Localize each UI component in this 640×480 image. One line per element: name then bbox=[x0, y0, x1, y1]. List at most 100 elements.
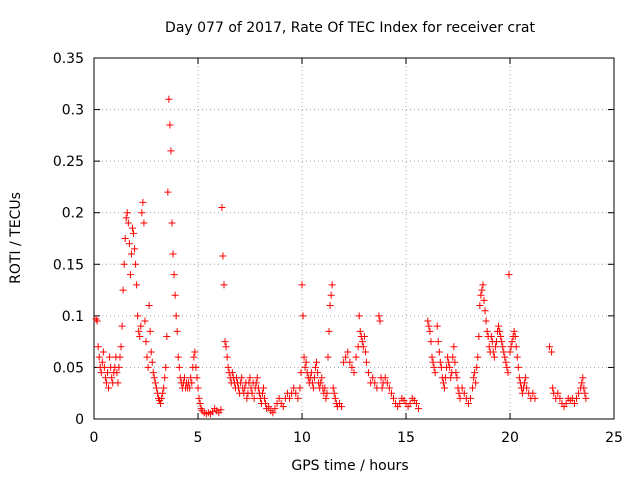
data-point bbox=[250, 394, 258, 402]
data-point bbox=[358, 338, 366, 346]
data-point bbox=[148, 358, 156, 366]
data-point bbox=[165, 95, 173, 103]
data-point bbox=[440, 384, 448, 392]
data-point bbox=[196, 400, 204, 408]
data-point bbox=[95, 353, 103, 361]
data-point bbox=[503, 363, 511, 371]
data-point bbox=[127, 250, 135, 258]
data-point bbox=[480, 296, 488, 304]
data-point bbox=[146, 327, 154, 335]
data-point bbox=[355, 312, 363, 320]
y-tick-label: 0.3 bbox=[62, 103, 84, 119]
data-point bbox=[497, 332, 505, 340]
data-point bbox=[449, 353, 457, 361]
data-point bbox=[174, 353, 182, 361]
data-point bbox=[385, 384, 393, 392]
data-point bbox=[314, 369, 322, 377]
data-point bbox=[464, 400, 472, 408]
data-point bbox=[159, 389, 167, 397]
data-point bbox=[521, 379, 529, 387]
data-point bbox=[452, 369, 460, 377]
data-point bbox=[243, 394, 251, 402]
data-point bbox=[222, 343, 230, 351]
data-point bbox=[122, 214, 130, 222]
data-point bbox=[387, 389, 395, 397]
data-point bbox=[396, 400, 404, 408]
data-point bbox=[515, 374, 523, 382]
data-point bbox=[529, 389, 537, 397]
data-point bbox=[431, 369, 439, 377]
data-point bbox=[356, 327, 364, 335]
data-point bbox=[115, 363, 123, 371]
data-point bbox=[522, 374, 530, 382]
data-point bbox=[142, 338, 150, 346]
data-point bbox=[502, 358, 510, 366]
data-point bbox=[549, 384, 557, 392]
data-point bbox=[260, 384, 268, 392]
data-point bbox=[344, 348, 352, 356]
data-point bbox=[434, 338, 442, 346]
data-point bbox=[340, 358, 348, 366]
data-point bbox=[466, 394, 474, 402]
data-point bbox=[261, 394, 269, 402]
data-point bbox=[490, 353, 498, 361]
data-point bbox=[475, 332, 483, 340]
data-point bbox=[426, 327, 434, 335]
data-point bbox=[167, 147, 175, 155]
data-point bbox=[447, 374, 455, 382]
data-point bbox=[228, 369, 236, 377]
data-point bbox=[262, 400, 270, 408]
y-tick-labels: 0 0.05 0.1 0.15 0.2 0.25 0.3 0.35 bbox=[53, 51, 84, 428]
data-point bbox=[482, 317, 490, 325]
y-tick-label: 0.2 bbox=[62, 206, 84, 222]
tick-marks bbox=[93, 57, 615, 420]
data-point bbox=[481, 307, 489, 315]
data-point bbox=[286, 394, 294, 402]
data-point bbox=[195, 394, 203, 402]
data-point bbox=[581, 389, 589, 397]
data-point bbox=[128, 224, 136, 232]
data-point bbox=[514, 363, 522, 371]
data-point bbox=[99, 348, 107, 356]
data-point bbox=[428, 353, 436, 361]
data-point bbox=[123, 209, 131, 217]
data-point bbox=[476, 302, 484, 310]
data-point bbox=[369, 374, 377, 382]
data-point bbox=[326, 302, 334, 310]
data-point bbox=[104, 369, 112, 377]
data-point bbox=[483, 327, 491, 335]
data-point bbox=[163, 332, 171, 340]
x-tick-label: 10 bbox=[293, 430, 311, 446]
data-point bbox=[94, 343, 102, 351]
data-point bbox=[193, 374, 201, 382]
data-point bbox=[458, 384, 466, 392]
data-point bbox=[149, 369, 157, 377]
data-point bbox=[325, 327, 333, 335]
data-point bbox=[158, 394, 166, 402]
data-point bbox=[168, 219, 176, 227]
data-point bbox=[152, 384, 160, 392]
data-point bbox=[487, 332, 495, 340]
data-point bbox=[477, 291, 485, 299]
data-point bbox=[252, 379, 260, 387]
data-point bbox=[436, 358, 444, 366]
data-point bbox=[445, 358, 453, 366]
data-point bbox=[318, 374, 326, 382]
data-point bbox=[116, 353, 124, 361]
data-point bbox=[164, 188, 172, 196]
data-point bbox=[119, 286, 127, 294]
data-point bbox=[362, 358, 370, 366]
data-point bbox=[500, 348, 508, 356]
data-point bbox=[93, 317, 101, 325]
data-point bbox=[523, 384, 531, 392]
data-point bbox=[296, 384, 304, 392]
data-point bbox=[425, 322, 433, 330]
data-point bbox=[135, 327, 143, 335]
data-point bbox=[348, 363, 356, 371]
data-point bbox=[390, 394, 398, 402]
data-point bbox=[312, 363, 320, 371]
data-point bbox=[106, 353, 114, 361]
data-point bbox=[499, 343, 507, 351]
data-point bbox=[223, 353, 231, 361]
